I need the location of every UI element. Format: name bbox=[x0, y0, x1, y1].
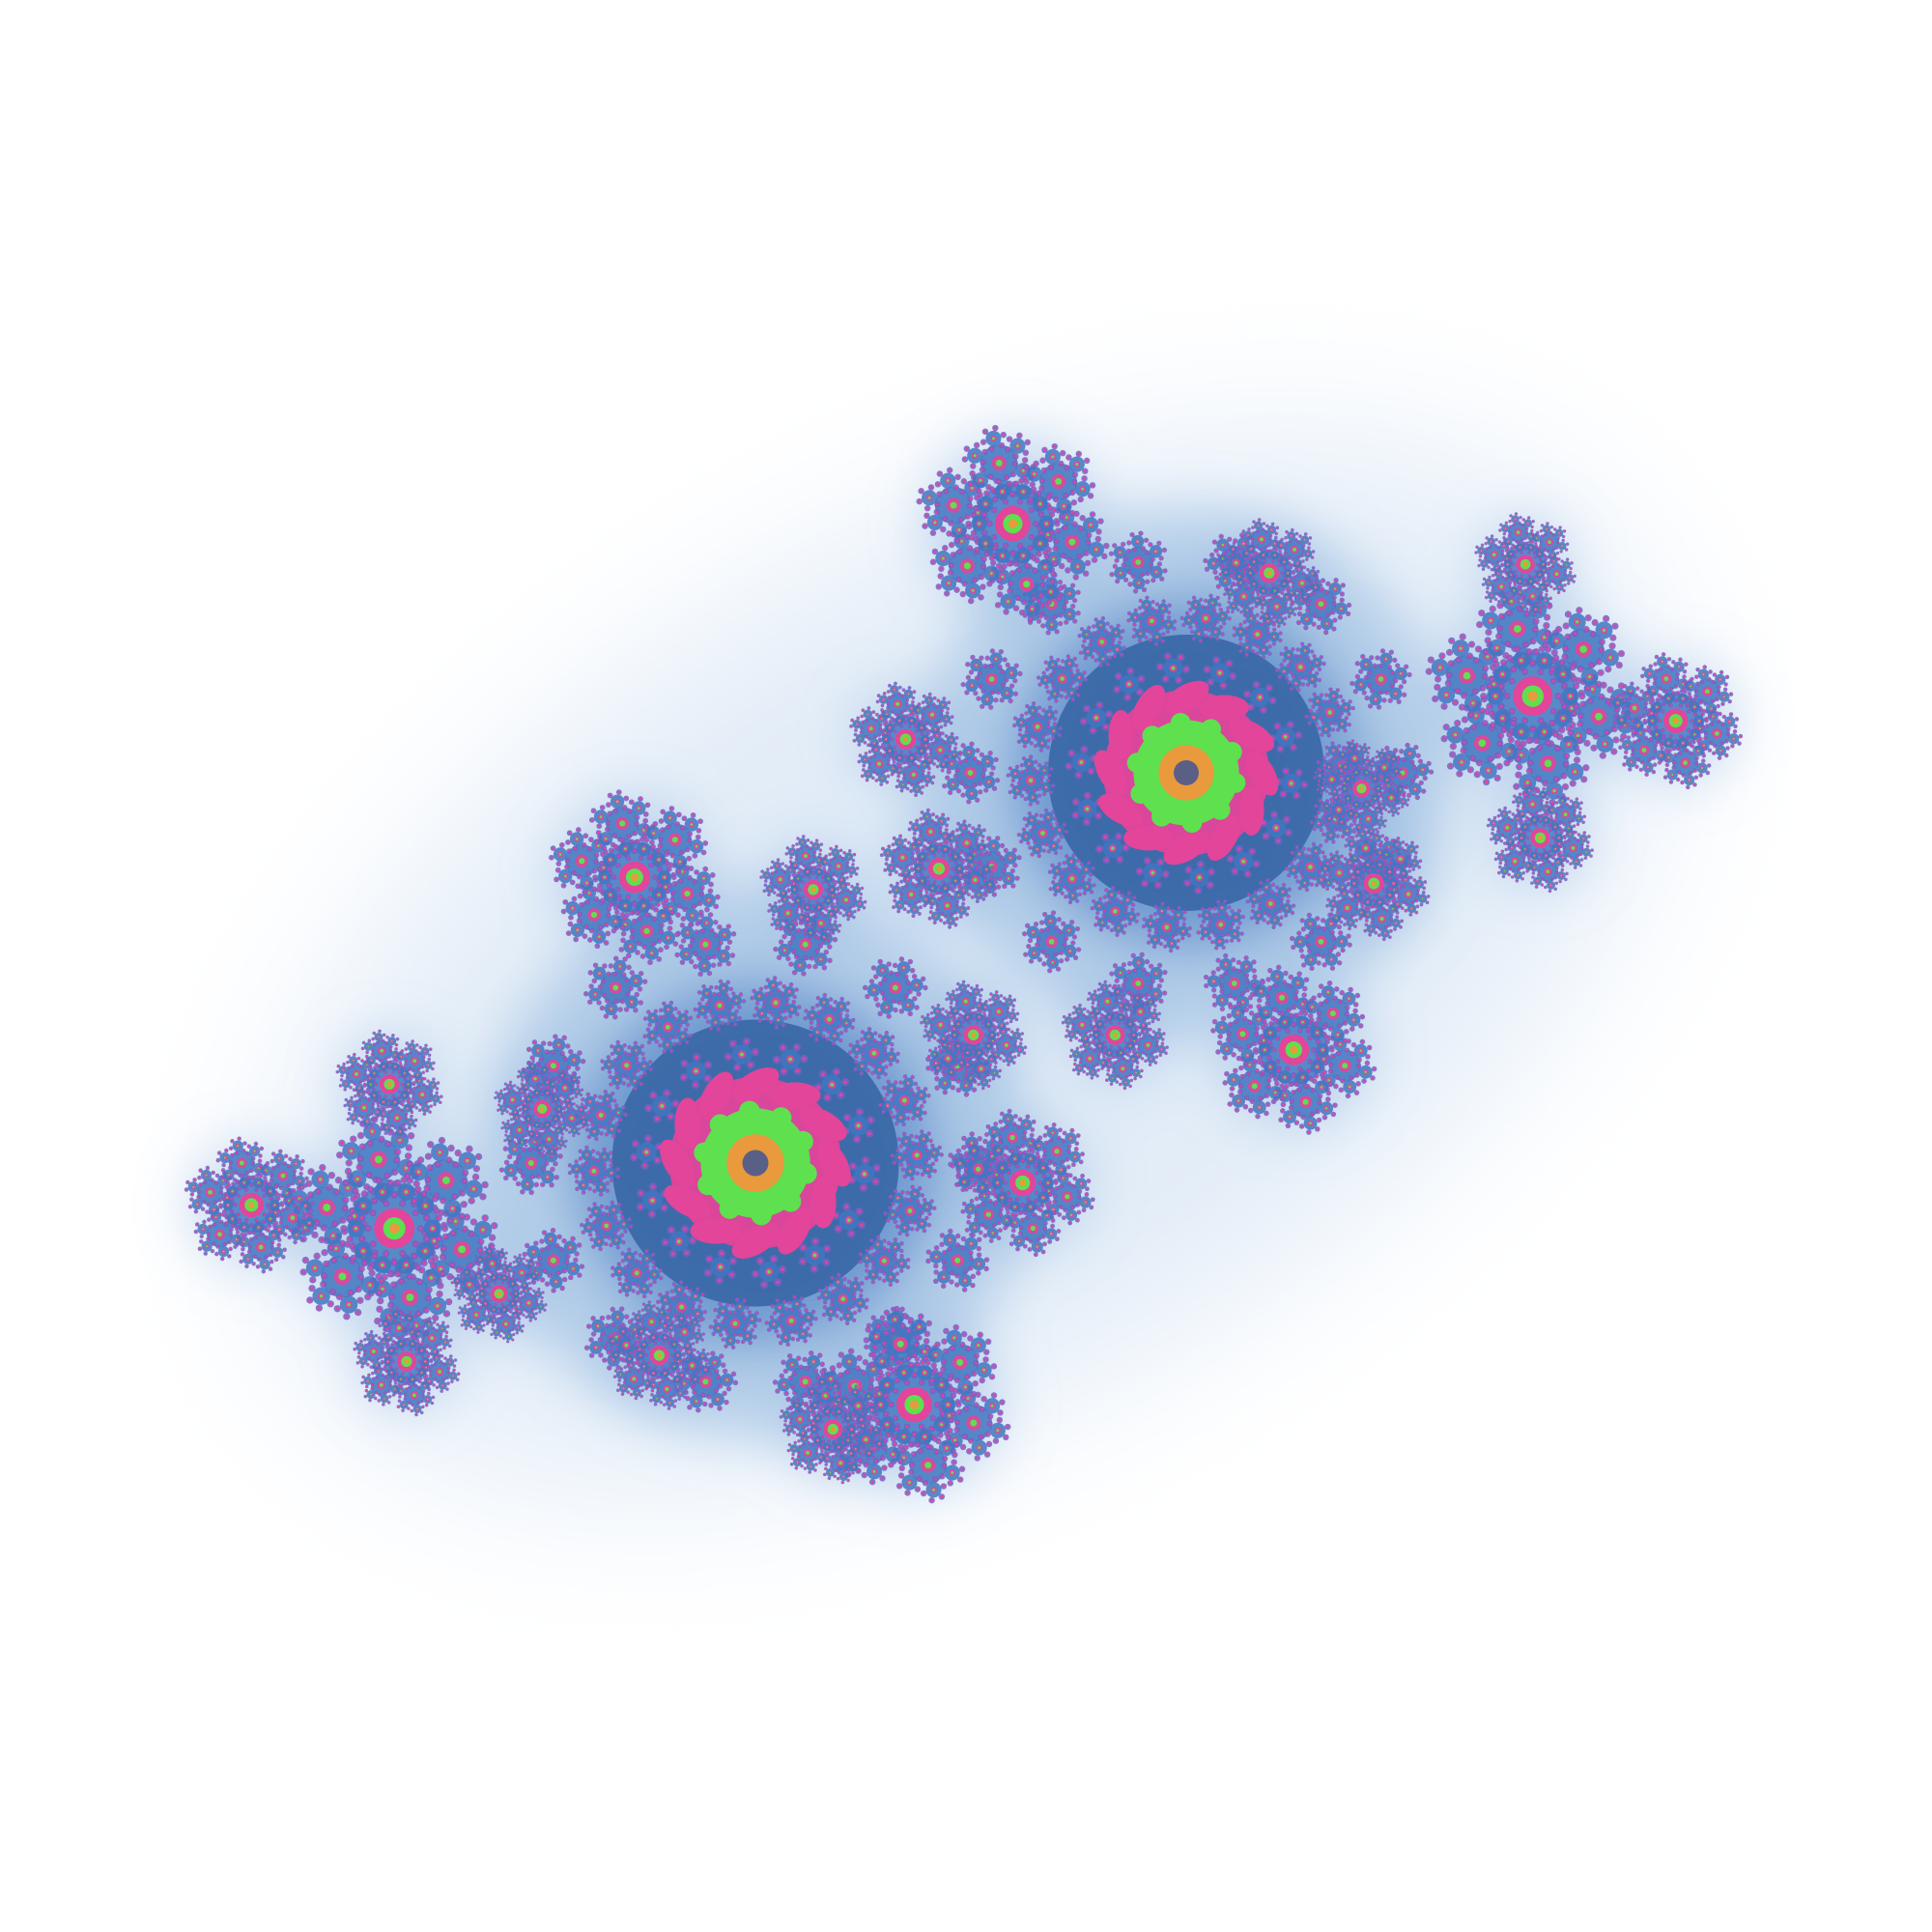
fractal-halo bbox=[53, 177, 1879, 1755]
